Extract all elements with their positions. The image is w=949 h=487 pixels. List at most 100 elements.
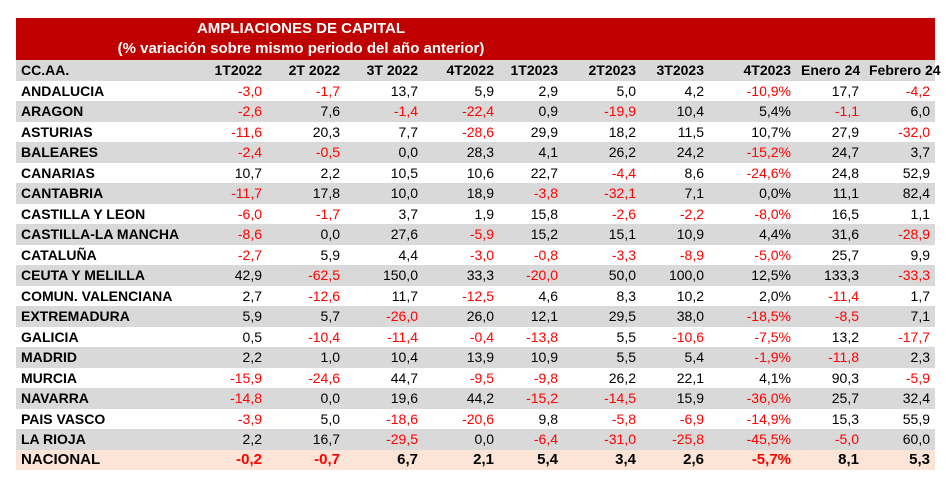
value-cell: -9,5 bbox=[469, 369, 494, 386]
region-name: CATALUÑA bbox=[21, 246, 97, 263]
value-cell: -33,3 bbox=[864, 265, 935, 286]
value-cell: -15,2% bbox=[709, 142, 796, 163]
table-row: CANARIAS 10,7 2,2 10,5 10,6 22,7 -4,4 8,6 -24,6%… bbox=[16, 163, 935, 184]
value-cell: 5,0 bbox=[320, 410, 340, 427]
value-cell: -5,0 bbox=[796, 429, 864, 450]
value-cell: 4,1 bbox=[499, 142, 563, 163]
value-cell: 3,4 bbox=[563, 449, 641, 470]
table-body: ANDALUCIA -3,0 -1,7 13,7 5,9 2,9 5,0 4,2 -10,9% 1… bbox=[16, 81, 935, 470]
value-cell: 22,7 bbox=[530, 164, 558, 181]
value-cell: -1,1 bbox=[796, 101, 864, 122]
value-cell: -14,8 bbox=[189, 388, 267, 409]
region-name: CASTILLA Y LEON bbox=[21, 205, 146, 222]
value-cell: -36,0% bbox=[709, 388, 796, 409]
table-row: BALEARES -2,4 -0,5 0,0 28,3 4,1 26,2 24,2 -15,2%… bbox=[16, 142, 935, 163]
value-cell: -1,7 bbox=[315, 205, 340, 222]
value-cell: 5,9 bbox=[320, 246, 340, 263]
table-title: AMPLIACIONES DE CAPITAL bbox=[196, 20, 406, 37]
column-header: 2T2023 bbox=[563, 60, 641, 81]
value-cell: 31,6 bbox=[796, 224, 864, 245]
column-header: CC.AA. bbox=[16, 60, 189, 81]
value-cell: -22,4 bbox=[423, 101, 499, 122]
value-cell: -5,9 bbox=[905, 369, 930, 386]
value-cell: -5,0% bbox=[754, 246, 791, 263]
value-cell: 42,9 bbox=[189, 265, 267, 286]
value-cell: 100,0 bbox=[641, 265, 709, 286]
value-cell: -2,2 bbox=[679, 205, 704, 222]
region-name: NAVARRA bbox=[16, 388, 189, 409]
region-name: CEUTA Y MELILLA bbox=[16, 265, 189, 286]
value-cell: 2,9 bbox=[538, 82, 558, 99]
value-cell: 11,5 bbox=[677, 123, 704, 140]
value-cell: 2,2 bbox=[189, 347, 267, 368]
table-row: MURCIA -15,9 -24,6 44,7 -9,5 -9,8 26,2 22,1 4,1%… bbox=[16, 368, 935, 389]
value-cell: 8,1 bbox=[796, 449, 864, 470]
value-cell: 4,2 bbox=[684, 82, 704, 99]
column-header: 2T 2022 bbox=[267, 60, 345, 81]
region-name: MURCIA bbox=[21, 369, 77, 386]
value-cell: 11,1 bbox=[796, 183, 864, 204]
value-cell: -11,7 bbox=[189, 183, 267, 204]
value-cell: -7,5% bbox=[754, 328, 791, 345]
value-cell: 32,4 bbox=[864, 388, 935, 409]
value-cell: 4,4 bbox=[398, 246, 418, 263]
value-cell: 0,5 bbox=[242, 328, 262, 345]
value-cell: -14,9% bbox=[746, 410, 791, 427]
value-cell: 2,2 bbox=[189, 429, 267, 450]
value-cell: -8,6 bbox=[189, 224, 267, 245]
value-cell: -15,9 bbox=[230, 369, 262, 386]
value-cell: -9,8 bbox=[533, 369, 558, 386]
value-cell: 2,7 bbox=[242, 287, 262, 304]
column-header: Enero 24 bbox=[796, 60, 864, 81]
column-header: 1T2022 bbox=[189, 60, 267, 81]
value-cell: 10,7% bbox=[751, 123, 791, 140]
value-cell: -28,9 bbox=[864, 224, 935, 245]
value-cell: 4,1% bbox=[759, 369, 791, 386]
table-row: LA RIOJA 2,2 16,7 -29,5 0,0 -6,4 -31,0 -25,8 -45… bbox=[16, 429, 935, 450]
value-cell: -8,9 bbox=[679, 246, 704, 263]
value-cell: -4,4 bbox=[611, 164, 636, 181]
region-name: GALICIA bbox=[21, 328, 79, 345]
value-cell: 55,9 bbox=[902, 410, 930, 427]
value-cell: 1,9 bbox=[474, 205, 494, 222]
value-cell: -45,5% bbox=[709, 429, 796, 450]
value-cell: 29,9 bbox=[530, 123, 558, 140]
value-cell: -11,6 bbox=[231, 123, 262, 140]
value-cell: 15,9 bbox=[641, 388, 709, 409]
title-band: AMPLIACIONES DE CAPITAL (% variación sob… bbox=[16, 18, 935, 60]
region-name: MADRID bbox=[16, 347, 189, 368]
value-cell: -6,9 bbox=[679, 410, 704, 427]
table-row: CANTABRIA -11,7 17,8 10,0 18,9 -3,8 -32,1 7,1 0,… bbox=[16, 183, 935, 204]
value-cell: 13,2 bbox=[831, 328, 859, 345]
value-cell: 52,9 bbox=[902, 164, 930, 181]
value-cell: 7,1 bbox=[864, 306, 935, 327]
value-cell: 82,4 bbox=[864, 183, 935, 204]
value-cell: 27,9 bbox=[831, 123, 859, 140]
value-cell: 7,1 bbox=[641, 183, 709, 204]
column-header: 4T2022 bbox=[423, 60, 499, 81]
value-cell: 150,0 bbox=[345, 265, 423, 286]
value-cell: -10,9% bbox=[746, 82, 791, 99]
value-cell: 19,6 bbox=[345, 388, 423, 409]
value-cell: 10,2 bbox=[676, 287, 704, 304]
value-cell: 7,7 bbox=[398, 123, 418, 140]
value-cell: 20,3 bbox=[312, 123, 340, 140]
table-row: PAIS VASCO -3,9 5,0 -18,6 -20,6 9,8 -5,8 -6,9 -1… bbox=[16, 409, 935, 430]
value-cell: 0,0 bbox=[345, 142, 423, 163]
value-cell: 5,5 bbox=[616, 328, 636, 345]
value-cell: 50,0 bbox=[563, 265, 641, 286]
value-cell: 7,6 bbox=[267, 101, 345, 122]
value-cell: 10,0 bbox=[345, 183, 423, 204]
value-cell: 12,5% bbox=[709, 265, 796, 286]
value-cell: -2,6 bbox=[611, 205, 636, 222]
value-cell: -4,2 bbox=[905, 82, 930, 99]
value-cell: -0,8 bbox=[533, 246, 558, 263]
value-cell: -14,5 bbox=[563, 388, 641, 409]
region-name: ANDALUCIA bbox=[21, 82, 105, 99]
table-subtitle: (% variación sobre mismo periodo del año… bbox=[117, 40, 485, 57]
value-cell: 2,6 bbox=[641, 449, 709, 470]
value-cell: -13,8 bbox=[526, 328, 558, 345]
value-cell: -17,7 bbox=[898, 328, 930, 345]
value-cell: -3,8 bbox=[499, 183, 563, 204]
value-cell: -15,2 bbox=[499, 388, 563, 409]
